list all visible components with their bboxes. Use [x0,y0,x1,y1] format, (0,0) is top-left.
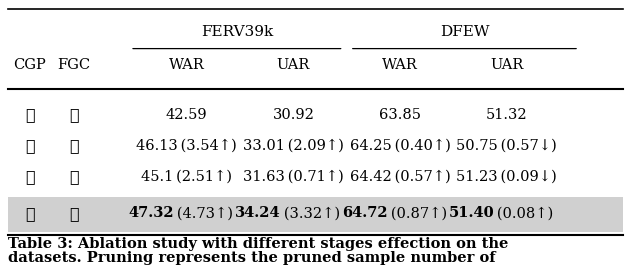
Text: CGP: CGP [13,58,46,72]
Text: WAR: WAR [382,58,418,72]
Text: 50.75 (0.57↓): 50.75 (0.57↓) [456,139,557,153]
Text: ✗: ✗ [68,137,79,154]
Text: (4.73↑): (4.73↑) [174,206,233,220]
FancyBboxPatch shape [8,197,623,232]
Text: 64.72: 64.72 [342,206,388,220]
Text: 30.92: 30.92 [273,108,314,122]
Text: FGC: FGC [57,58,90,72]
Text: 51.40: 51.40 [449,206,494,220]
Text: WAR: WAR [169,58,205,72]
Text: 42.59: 42.59 [166,108,207,122]
Text: datasets. Pruning represents the pruned sample number of: datasets. Pruning represents the pruned … [8,251,495,265]
Text: 33.01 (2.09↑): 33.01 (2.09↑) [243,139,344,153]
Text: 46.13 (3.54↑): 46.13 (3.54↑) [136,139,237,153]
Text: (0.87↑): (0.87↑) [388,206,447,220]
Text: 34.24: 34.24 [235,206,281,220]
Text: ✗: ✗ [68,106,79,123]
Text: 64.42 (0.57↑): 64.42 (0.57↑) [349,169,451,183]
Text: ✓: ✓ [68,168,79,185]
Text: 47.32: 47.32 [129,206,174,220]
Text: ✗: ✗ [25,168,35,185]
Text: (3.32↑): (3.32↑) [281,206,340,220]
Text: UAR: UAR [490,58,524,72]
Text: (0.08↑): (0.08↑) [494,206,554,220]
Text: FERV39k: FERV39k [201,25,273,39]
Text: 51.32: 51.32 [486,108,527,122]
Text: 64.25 (0.40↑): 64.25 (0.40↑) [349,139,451,153]
Text: Table 3: Ablation study with different stages effection on the: Table 3: Ablation study with different s… [8,237,508,251]
Text: ✓: ✓ [25,205,35,222]
Text: 51.23 (0.09↓): 51.23 (0.09↓) [456,169,557,183]
Text: ✓: ✓ [68,205,79,222]
Text: ✗: ✗ [25,106,35,123]
Text: UAR: UAR [276,58,310,72]
Text: 45.1 (2.51↑): 45.1 (2.51↑) [141,169,232,183]
Text: 63.85: 63.85 [379,108,421,122]
Text: ✓: ✓ [25,137,35,154]
Text: DFEW: DFEW [440,25,490,39]
Text: 31.63 (0.71↑): 31.63 (0.71↑) [243,169,344,183]
